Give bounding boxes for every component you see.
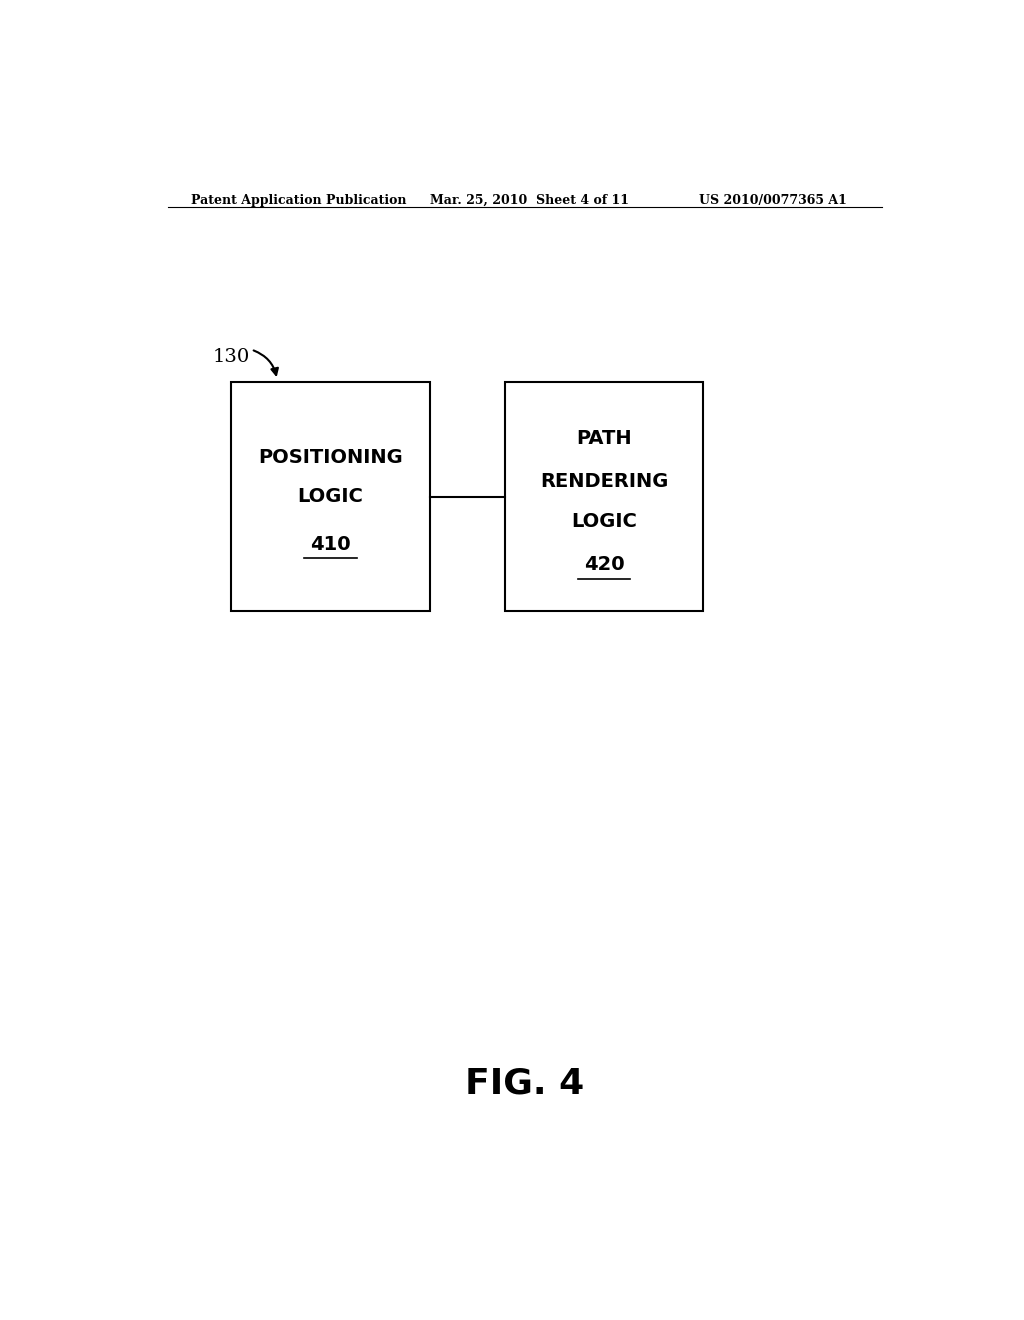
Text: FIG. 4: FIG. 4 — [465, 1067, 585, 1101]
Text: 130: 130 — [213, 347, 250, 366]
FancyBboxPatch shape — [505, 381, 703, 611]
Text: 410: 410 — [310, 535, 350, 553]
Text: Patent Application Publication: Patent Application Publication — [191, 194, 407, 207]
Text: Mar. 25, 2010  Sheet 4 of 11: Mar. 25, 2010 Sheet 4 of 11 — [430, 194, 629, 207]
Text: US 2010/0077365 A1: US 2010/0077365 A1 — [699, 194, 847, 207]
Text: RENDERING: RENDERING — [540, 471, 669, 491]
Text: PATH: PATH — [577, 429, 632, 447]
Text: LOGIC: LOGIC — [571, 512, 637, 531]
Text: 420: 420 — [584, 554, 625, 574]
Text: POSITIONING: POSITIONING — [258, 449, 402, 467]
Text: LOGIC: LOGIC — [297, 487, 364, 506]
FancyBboxPatch shape — [231, 381, 430, 611]
